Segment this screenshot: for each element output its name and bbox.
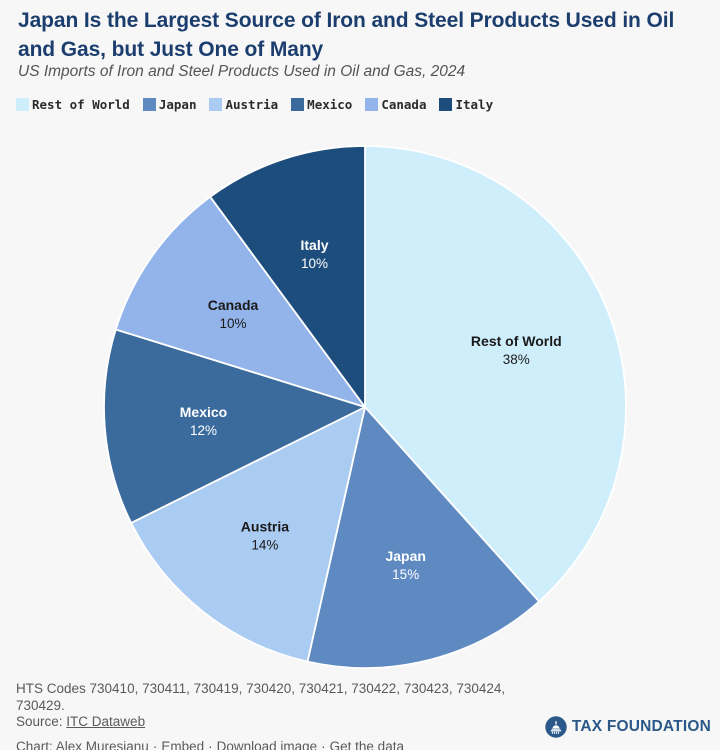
legend-item-rest-of-world[interactable]: Rest of World xyxy=(16,97,130,112)
source-label: Source: xyxy=(16,714,63,730)
pie-slice-austria[interactable] xyxy=(130,406,366,663)
slice-value-canada: 10% xyxy=(219,316,246,331)
legend-swatch-austria xyxy=(209,98,223,111)
slice-value-mexico: 12% xyxy=(190,423,217,438)
legend-label: Rest of World xyxy=(32,97,130,112)
pie-slice-mexico[interactable] xyxy=(103,328,366,524)
legend-item-mexico[interactable]: Mexico xyxy=(291,97,352,112)
embed-link[interactable]: Embed xyxy=(161,739,205,750)
slice-value-italy: 10% xyxy=(301,256,328,271)
legend-swatch-rest-of-world xyxy=(16,98,29,111)
legend-swatch-mexico xyxy=(291,98,305,111)
slice-label-canada: Canada xyxy=(208,297,259,313)
slice-label-mexico: Mexico xyxy=(180,404,227,420)
legend-item-italy[interactable]: Italy xyxy=(439,97,493,112)
slice-value-austria: 14% xyxy=(251,537,278,552)
legend-label: Canada xyxy=(381,97,427,112)
tax-foundation-logo[interactable]: TAX FOUNDATION xyxy=(545,716,711,738)
legend: Rest of World Japan Austria Mexico Canada Ita… xyxy=(16,97,493,112)
pie-slice-japan[interactable] xyxy=(306,406,540,669)
hts-codes-note: HTS Codes 730410, 730411, 730419, 730420… xyxy=(16,681,506,713)
legend-item-canada[interactable]: Canada xyxy=(365,97,426,112)
slice-value-japan: 15% xyxy=(392,567,419,582)
separator-dot: · xyxy=(208,739,213,750)
footer: HTS Codes 730410, 730411, 730419, 730420… xyxy=(16,681,556,750)
chart-title: Japan Is the Largest Source of Iron and … xyxy=(18,9,675,61)
download-image-link[interactable]: Download image xyxy=(216,739,318,750)
legend-item-austria[interactable]: Austria xyxy=(209,97,278,112)
legend-label: Mexico xyxy=(307,97,353,112)
capitol-dome-icon xyxy=(545,716,567,738)
legend-label: Austria xyxy=(225,97,279,112)
legend-swatch-canada xyxy=(365,98,379,111)
legend-swatch-italy xyxy=(439,98,453,111)
separator-dot: · xyxy=(152,739,158,750)
source-link[interactable]: ITC Dataweb xyxy=(66,714,146,730)
slice-label-rest-of-world: Rest of World xyxy=(471,333,562,349)
credit-row: Chart: Alex Muresianu · Embed · Download ima… xyxy=(16,739,556,750)
legend-label: Japan xyxy=(158,97,197,112)
slice-value-rest-of-world: 38% xyxy=(503,352,530,367)
chart-subtitle: US Imports of Iron and Steel Products Us… xyxy=(18,63,466,80)
source-row: Source: ITC Dataweb xyxy=(16,714,556,731)
pie-slice-canada[interactable] xyxy=(114,195,366,408)
legend-swatch-japan xyxy=(142,98,156,111)
separator-dot: · xyxy=(321,739,326,750)
legend-label: Italy xyxy=(455,97,494,112)
slice-label-austria: Austria xyxy=(241,518,289,534)
legend-item-japan[interactable]: Japan xyxy=(142,97,197,112)
pie-slice-italy[interactable] xyxy=(209,145,366,408)
slice-label-japan: Japan xyxy=(385,548,425,564)
chart-credit: Chart: Alex Muresianu xyxy=(16,739,149,750)
pie-slice-rest-of-world[interactable] xyxy=(364,145,627,603)
logo-text: TAX FOUNDATION xyxy=(571,718,711,735)
pie-chart: Rest of World 38% Japan 15% Austria 14% Mexico… xyxy=(103,145,627,669)
get-the-data-link[interactable]: Get the data xyxy=(329,739,404,750)
slice-label-italy: Italy xyxy=(300,237,328,253)
